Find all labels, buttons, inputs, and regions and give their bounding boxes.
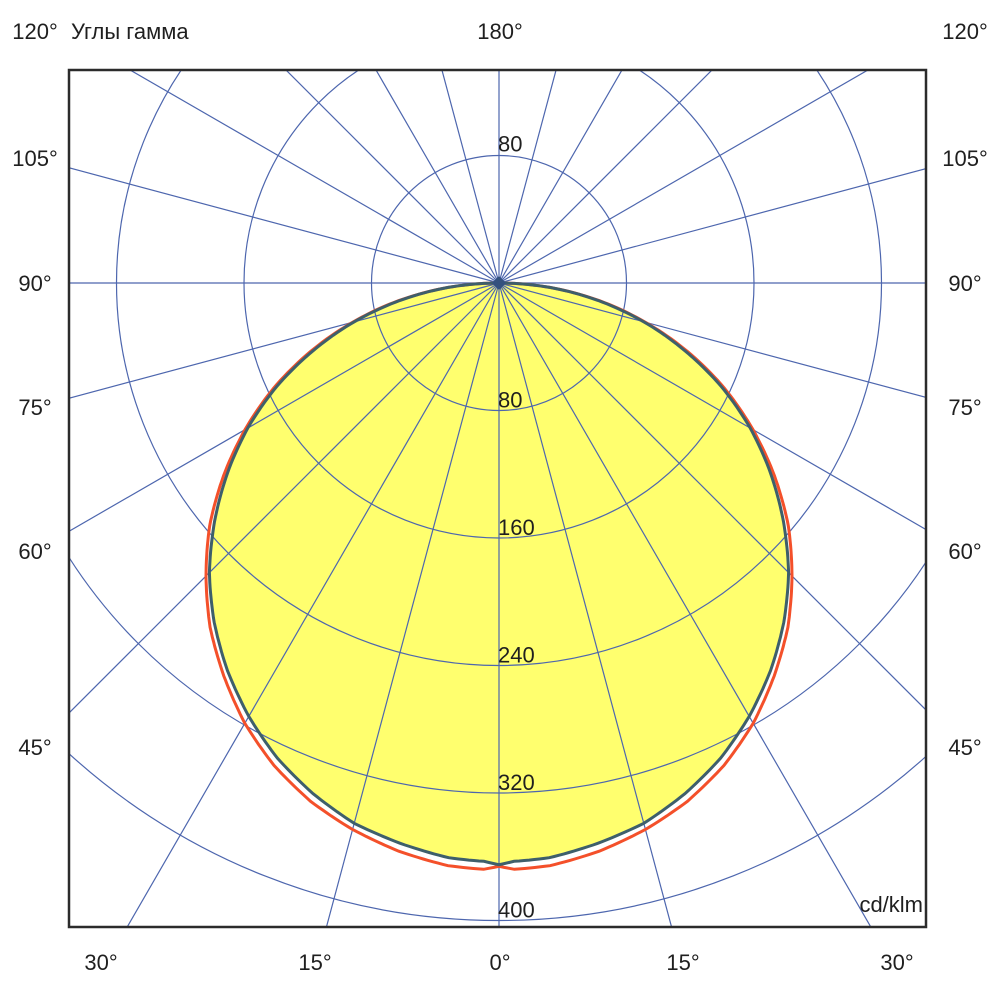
grid-ray-300 <box>69 282 500 532</box>
ring-label-160: 160 <box>498 515 535 540</box>
grid-ray-285 <box>69 282 500 399</box>
gamma-angle-label-2: 120° <box>942 19 988 44</box>
gamma-angle-label-15: 0° <box>489 950 510 975</box>
gamma-angle-label-12: 45° <box>948 735 981 760</box>
grid-ray-195 <box>441 70 500 284</box>
gamma-angle-label-11: 45° <box>18 735 51 760</box>
gamma-angle-label-13: 30° <box>84 950 117 975</box>
grid-ray-105 <box>498 167 926 284</box>
grid-ray-210 <box>375 70 500 284</box>
origin-marker <box>492 276 506 290</box>
gamma-angle-label-7: 75° <box>18 395 51 420</box>
ring-label-240: 240 <box>498 643 535 668</box>
gamma-angle-label-16: 15° <box>666 950 699 975</box>
grid-ray-120 <box>498 70 870 284</box>
gamma-angle-label-6: 90° <box>948 271 981 296</box>
grid-ray-255 <box>69 167 500 284</box>
gamma-angle-label-5: 90° <box>18 271 51 296</box>
gamma-angle-label-10: 60° <box>948 539 981 564</box>
gamma-angle-label-8: 75° <box>948 395 981 420</box>
ring-label-upper-80: 80 <box>498 132 522 157</box>
intensity-curve-c0 <box>204 281 794 871</box>
grid-ray-240 <box>128 70 500 284</box>
grid-ray-345 <box>325 282 500 927</box>
intensity-curve-c90 <box>207 281 791 867</box>
gamma-angle-label-3: 105° <box>12 146 58 171</box>
grid-ray-45 <box>498 282 926 711</box>
grid-ray-150 <box>498 70 623 284</box>
grid-ray-330 <box>126 282 500 927</box>
ring-label-80: 80 <box>498 388 522 413</box>
gamma-angle-label-17: 30° <box>880 950 913 975</box>
grid-ray-225 <box>285 70 500 284</box>
gamma-angle-label-4: 105° <box>942 146 988 171</box>
ring-label-320: 320 <box>498 770 535 795</box>
grid-ray-135 <box>498 70 713 284</box>
gamma-angle-label-1: 180° <box>477 19 523 44</box>
gamma-angle-label-14: 15° <box>298 950 331 975</box>
grid-ray-15 <box>498 282 673 927</box>
gamma-angle-label-9: 60° <box>18 539 51 564</box>
plot-frame <box>67 68 928 929</box>
ring-label-400: 400 <box>498 898 535 923</box>
grid-ray-60 <box>498 282 926 531</box>
grid-ray-75 <box>498 282 926 399</box>
grid-ray-30 <box>498 282 872 927</box>
grid-ray-165 <box>498 70 557 284</box>
diagram-title: Углы гамма <box>71 19 189 44</box>
grid-ray-315 <box>69 282 500 714</box>
unit-label: cd/klm <box>859 892 923 917</box>
gamma-angle-label-0: 120° <box>12 19 58 44</box>
